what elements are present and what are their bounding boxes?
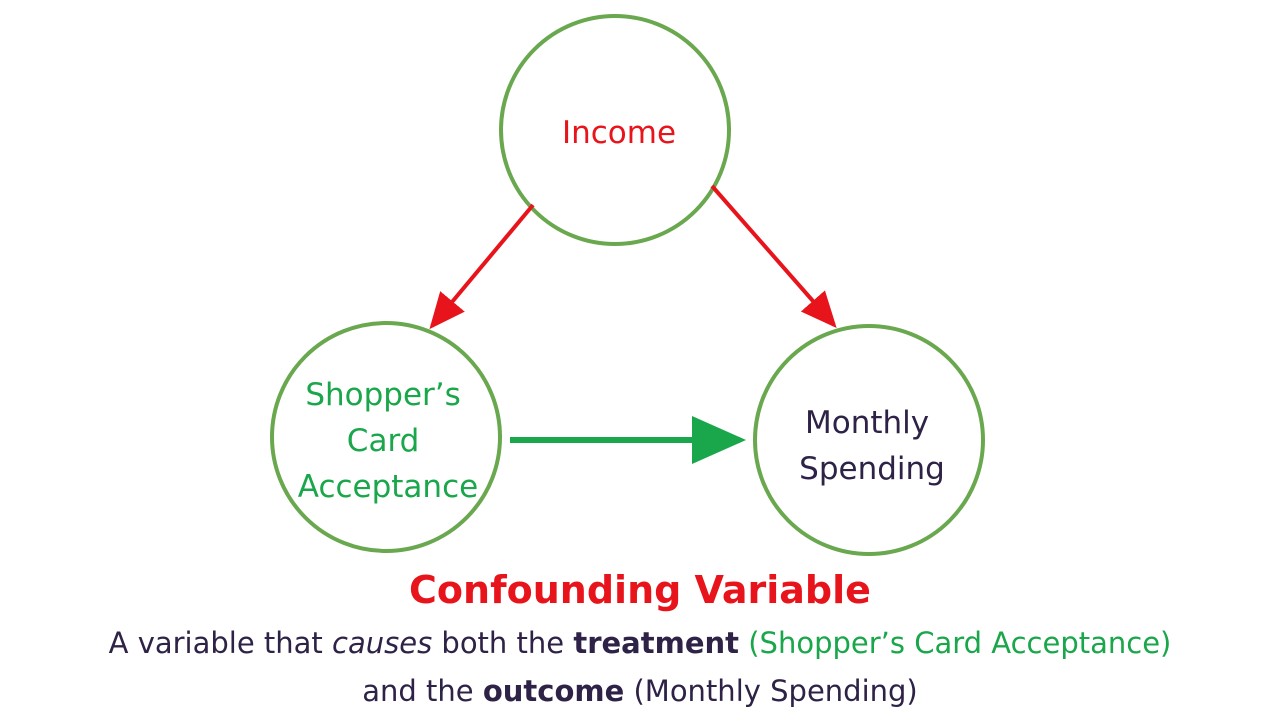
outcome-node: [753, 324, 985, 556]
income-label: Income: [562, 115, 676, 151]
caption-treatment-word: treatment: [573, 626, 740, 660]
treatment-label-line-2: Card: [347, 423, 420, 459]
arrow-income-to-treatment: [429, 203, 535, 330]
outcome-label-line-1: Monthly: [805, 405, 929, 441]
caption-line1-prefix: A variable that: [108, 626, 333, 660]
arrow-income-to-outcome: [710, 184, 837, 329]
treatment-label: Shopper’s Card Acceptance: [298, 377, 478, 505]
caption-outcome-paren: (Monthly Spending): [624, 674, 918, 708]
caption-both-the: both the: [432, 626, 574, 660]
caption-and-the: and the: [362, 674, 483, 708]
caption-treatment-paren: (Shopper’s Card Acceptance): [739, 626, 1172, 660]
caption-title: Confounding Variable: [409, 568, 871, 612]
outcome-label: Monthly Spending: [799, 405, 945, 487]
caption-definition-line-2: and the outcome (Monthly Spending): [0, 674, 1280, 708]
treatment-label-line-1: Shopper’s: [305, 377, 460, 413]
outcome-label-line-2: Spending: [799, 451, 945, 487]
caption-causes-word: causes: [332, 626, 433, 660]
treatment-node: [270, 321, 502, 553]
caption-definition-line-1: A variable that causes both the treatmen…: [0, 626, 1280, 660]
caption-outcome-word: outcome: [482, 674, 625, 708]
income-node: [499, 14, 731, 246]
treatment-label-line-3: Acceptance: [298, 469, 478, 505]
